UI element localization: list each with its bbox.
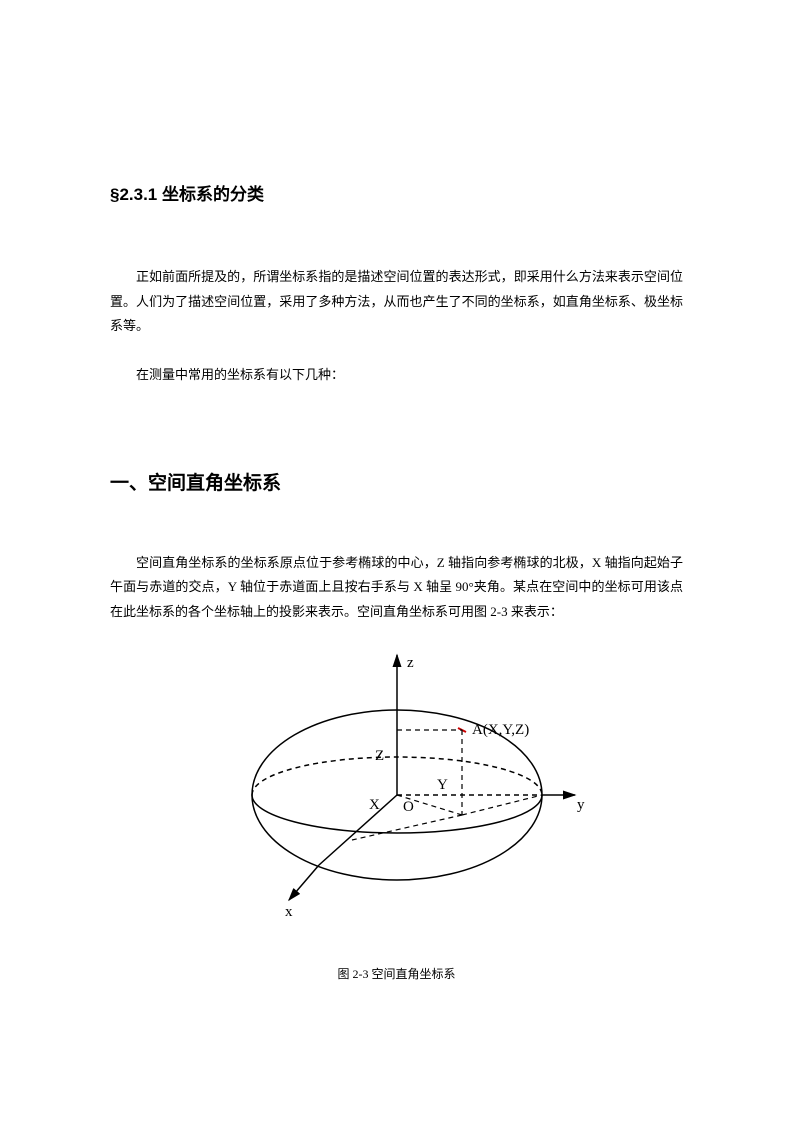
- figure-caption: 图 2-3 空间直角坐标系: [110, 965, 683, 982]
- section-title: §2.3.1 坐标系的分类: [110, 180, 683, 205]
- paragraph-1: 正如前面所提及的，所谓坐标系指的是描述空间位置的表达形式，即采用什么方法来表示空…: [110, 265, 683, 339]
- svg-text:X: X: [369, 797, 380, 813]
- figure-container: z y x O X Y Z A(X,Y,Z) 图 2-3 空间直角坐标系: [110, 635, 683, 982]
- svg-text:Z: Z: [375, 748, 384, 764]
- svg-text:O: O: [403, 799, 414, 815]
- coordinate-figure: z y x O X Y Z A(X,Y,Z): [207, 635, 587, 935]
- svg-text:y: y: [577, 797, 585, 813]
- subsection-title: 一、空间直角坐标系: [110, 468, 683, 495]
- svg-text:z: z: [407, 655, 414, 671]
- svg-text:A(X,Y,Z): A(X,Y,Z): [472, 722, 529, 738]
- paragraph-2: 在测量中常用的坐标系有以下几种：: [110, 363, 683, 388]
- svg-text:x: x: [285, 904, 293, 920]
- intro-paragraphs: 正如前面所提及的，所谓坐标系指的是描述空间位置的表达形式，即采用什么方法来表示空…: [110, 265, 683, 339]
- subsection-paragraph: 空间直角坐标系的坐标系原点位于参考椭球的中心，Z 轴指向参考椭球的北极，X 轴指…: [110, 551, 683, 625]
- svg-text:Y: Y: [437, 777, 448, 793]
